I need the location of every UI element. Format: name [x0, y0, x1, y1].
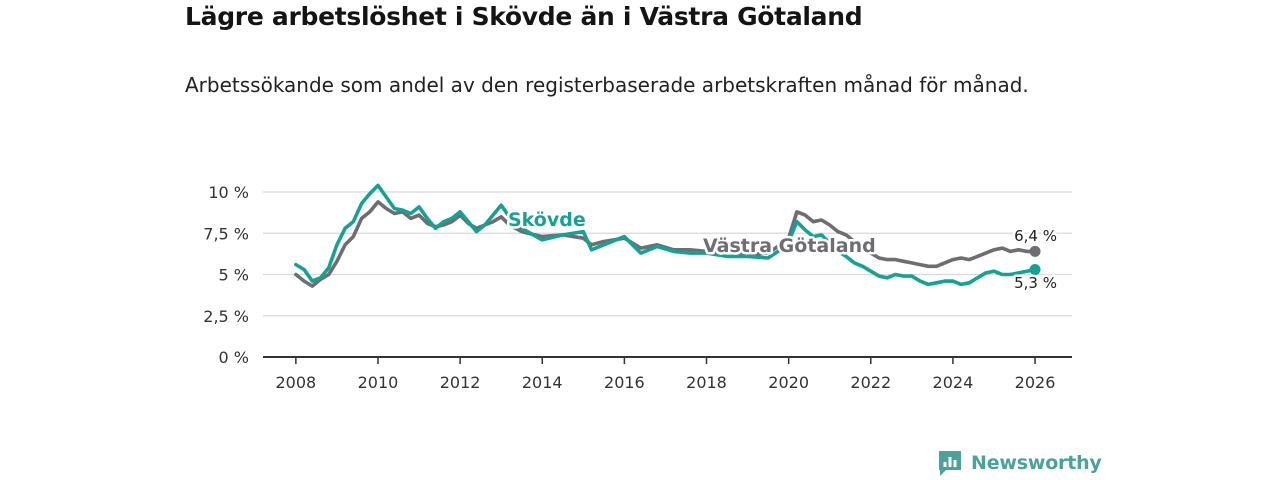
- end-point-skovde: [1029, 264, 1041, 276]
- y-tick-label: 2,5 %: [203, 307, 249, 326]
- x-tick-label: 2012: [440, 373, 481, 392]
- end-value-label-vastra-gotaland: 6,4 %: [1014, 227, 1057, 245]
- x-tick-label: 2026: [1015, 373, 1056, 392]
- series-line-vastra-gotaland: [294, 200, 1037, 288]
- gridlines: [263, 191, 1072, 317]
- newsworthy-logo-icon: [939, 451, 961, 476]
- x-tick-label: 2016: [604, 373, 645, 392]
- newsworthy-logo: Newsworthy: [937, 449, 1102, 477]
- y-tick-label: 5 %: [219, 266, 249, 285]
- x-tick-label: 2020: [768, 373, 809, 392]
- series-labels: Skövde Västra Götaland 6,4 % 5,3 %: [506, 207, 1060, 295]
- x-tick-label: 2010: [358, 373, 399, 392]
- series-label-skovde: Skövde: [508, 209, 586, 231]
- x-tick-label: 2024: [933, 373, 974, 392]
- series-label-vastra-gotaland: Västra Götaland: [703, 235, 876, 257]
- chart-title: Lägre arbetslöshet i Skövde än i Västra …: [185, 2, 863, 31]
- end-value-label-skovde: 5,3 %: [1014, 274, 1057, 292]
- chart-subtitle: Arbetssökande som andel av den registerb…: [185, 73, 1029, 97]
- x-tick-label: 2018: [686, 373, 727, 392]
- x-tick-label: 2014: [522, 373, 563, 392]
- newsworthy-logo-text: Newsworthy: [971, 452, 1102, 474]
- end-point-vastra-gotaland: [1029, 245, 1041, 257]
- series-line-skovde: [294, 183, 1037, 287]
- x-tick-label: 2022: [850, 373, 891, 392]
- x-tick-label: 2008: [275, 373, 316, 392]
- axes: 0 % 2,5 % 5 % 7,5 % 10 % 2008 2010 2012 2014 2016…: [203, 183, 1072, 392]
- y-tick-label: 10 %: [208, 183, 249, 202]
- y-tick-label: 7,5 %: [203, 224, 249, 243]
- series-lines: [294, 183, 1041, 288]
- y-tick-label: 0 %: [219, 348, 249, 367]
